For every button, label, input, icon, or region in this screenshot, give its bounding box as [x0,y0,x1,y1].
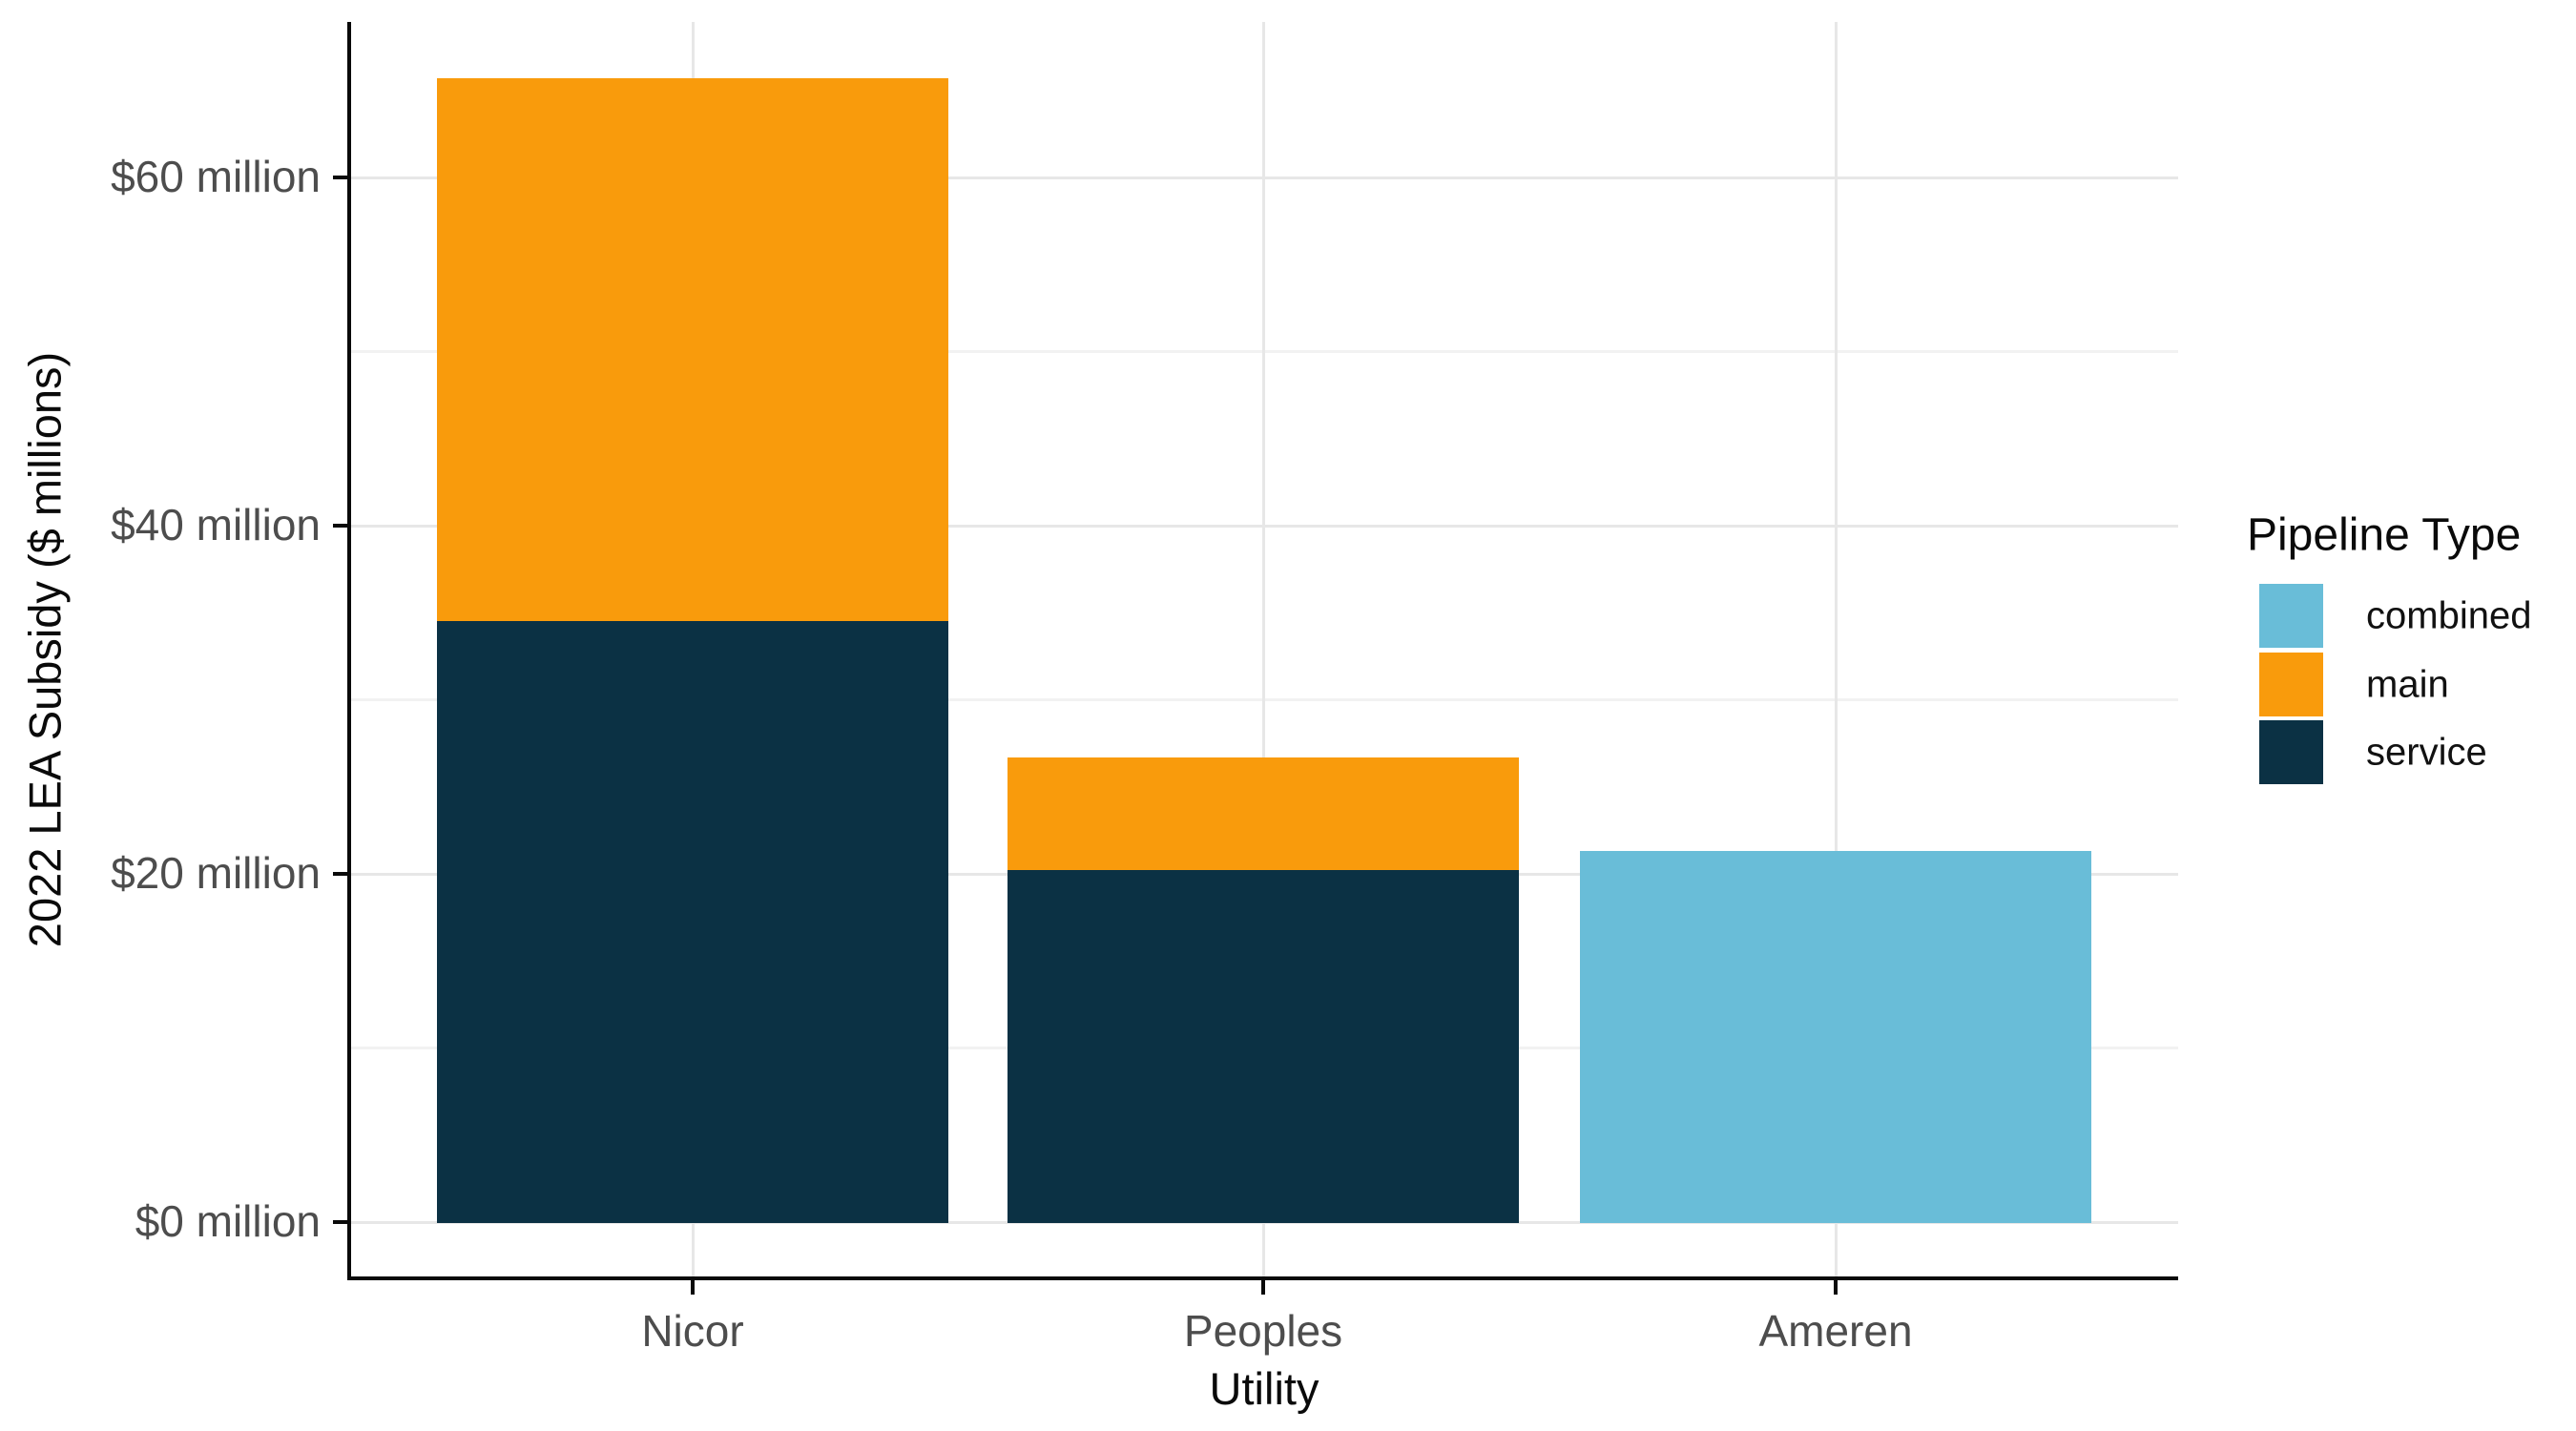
y-tick-label-0: $0 million [135,1195,321,1246]
legend-label-main: main [2366,663,2449,705]
bar-peoples-main [1008,757,1519,870]
x-tick-label-peoples: Peoples [1183,1306,1343,1356]
y-tick-label-60: $60 million [111,151,321,201]
y-tick-0 [333,1220,347,1224]
x-axis-title: Utility [1209,1363,1319,1414]
y-tick-label-40: $40 million [111,499,321,550]
x-tick-label-nicor: Nicor [641,1306,744,1356]
legend-label-combined: combined [2366,594,2532,637]
legend-swatch-service [2259,720,2323,784]
bar-nicor-service [437,619,948,1223]
y-axis-title: 2022 LEA Subsidy ($ millions) [19,351,71,948]
bar-nicor-main [437,77,948,621]
x-tick-peoples [1261,1280,1265,1295]
legend-title: Pipeline Type [2247,509,2522,561]
x-tick-nicor [691,1280,695,1295]
x-tick-ameren [1834,1280,1838,1295]
x-axis-line [347,1276,2178,1280]
y-tick-40 [333,524,347,528]
y-tick-20 [333,872,347,876]
bar-peoples-service [1008,868,1519,1223]
legend-swatch-combined [2259,584,2323,648]
gridline-x-ameren [1834,22,1838,1278]
legend-swatch-main [2259,652,2323,716]
y-tick-60 [333,176,347,179]
y-axis-line [347,22,351,1280]
y-tick-label-20: $20 million [111,847,321,898]
bar-ameren-combined [1580,851,2091,1223]
legend-label-service: service [2366,731,2487,774]
gridline-x-peoples [1261,22,1265,1278]
x-tick-label-ameren: Ameren [1758,1306,1913,1356]
